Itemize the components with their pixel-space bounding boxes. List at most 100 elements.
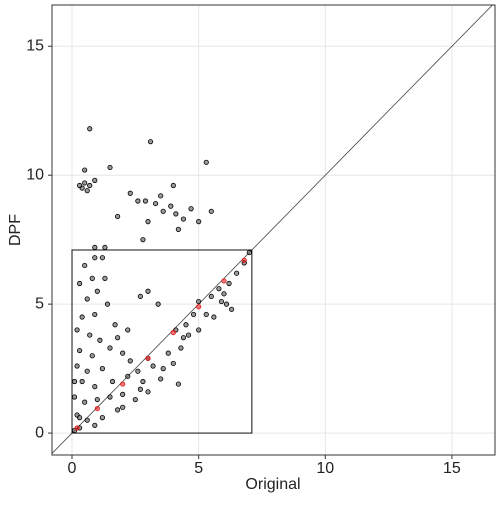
point (107, 164, 113, 171)
y-tick-label: 5 (35, 295, 44, 312)
point (99, 415, 106, 421)
point (160, 208, 166, 214)
point (84, 417, 90, 423)
point (82, 399, 88, 405)
point (120, 350, 126, 356)
highlight-box (71, 249, 253, 434)
point (74, 363, 80, 369)
point (150, 363, 156, 369)
point (137, 293, 143, 300)
point (145, 288, 151, 294)
point (87, 182, 93, 189)
point (132, 396, 138, 403)
point (196, 327, 202, 333)
point (135, 198, 141, 204)
point (104, 301, 111, 307)
point (71, 378, 78, 385)
point (173, 211, 179, 217)
x-tick-label: 15 (443, 460, 461, 477)
x-tick-label: 5 (194, 460, 203, 477)
marks (52, 5, 494, 454)
point (246, 249, 252, 256)
point (127, 190, 133, 196)
x-tick-label: 10 (316, 460, 334, 477)
point (145, 219, 151, 225)
point (87, 332, 93, 338)
point (170, 329, 176, 336)
y-tick-label: 0 (35, 424, 44, 441)
point (71, 394, 78, 400)
point (102, 275, 108, 281)
point (102, 244, 108, 251)
point (92, 311, 98, 318)
point (203, 311, 209, 318)
point (190, 311, 197, 318)
point (99, 366, 106, 372)
point (165, 350, 171, 356)
point (158, 193, 164, 199)
point (97, 337, 103, 343)
point (170, 360, 176, 367)
point (107, 394, 113, 400)
y-axis-title: DPF (7, 214, 24, 246)
axes: 0 5 10 15 0 5 10 15 (26, 37, 461, 477)
point (168, 203, 174, 209)
point (241, 257, 247, 263)
point (145, 355, 151, 361)
reference-line (52, 5, 494, 454)
point (152, 200, 159, 207)
point (185, 332, 192, 338)
point (228, 306, 235, 312)
point (92, 255, 98, 261)
point (89, 353, 95, 359)
point (115, 407, 121, 413)
point (175, 381, 181, 387)
point (74, 327, 80, 333)
point (155, 301, 161, 307)
point (109, 378, 116, 385)
point (203, 159, 209, 165)
point (221, 291, 227, 297)
y-tick-label: 15 (26, 37, 44, 54)
point (140, 378, 146, 385)
point (147, 139, 154, 145)
point (137, 386, 143, 392)
point (82, 167, 88, 173)
point (74, 425, 80, 431)
point (178, 345, 184, 351)
point (226, 280, 232, 287)
point (135, 368, 141, 374)
point (79, 314, 85, 320)
point (208, 293, 214, 300)
point (120, 404, 126, 410)
point (218, 298, 225, 305)
point (125, 327, 131, 333)
point (79, 378, 85, 385)
point (99, 255, 106, 261)
point (216, 286, 222, 292)
point (94, 405, 100, 412)
point (223, 301, 230, 307)
point (196, 304, 202, 310)
point (77, 415, 83, 421)
point (188, 206, 194, 212)
point (221, 278, 227, 284)
y-tick-label: 10 (26, 166, 44, 183)
point (89, 275, 95, 281)
point (127, 358, 133, 364)
panel-border (51, 4, 496, 456)
point (120, 391, 126, 397)
point (196, 298, 202, 305)
point (94, 396, 100, 403)
point (82, 262, 88, 269)
point (160, 366, 166, 372)
point (180, 216, 187, 222)
point (107, 345, 113, 351)
point (234, 270, 240, 276)
point (196, 219, 202, 225)
point (92, 422, 98, 428)
point (183, 322, 189, 328)
point (211, 314, 217, 320)
